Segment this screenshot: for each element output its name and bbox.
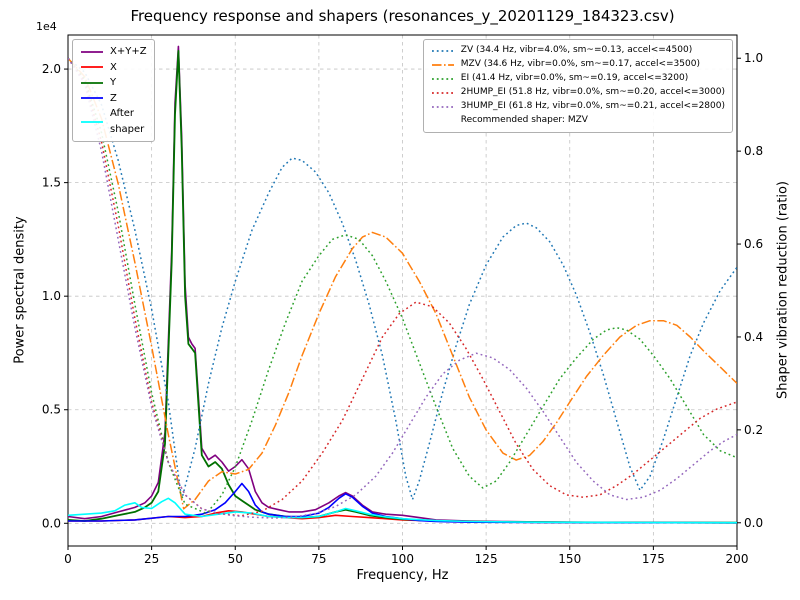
legend-label: ZV (34.4 Hz, vibr=4.0%, sm~=0.13, accel<… (460, 45, 693, 55)
left-axis-label: Power spectral density (12, 216, 28, 364)
legend-line-swatch (80, 93, 104, 103)
legend-line-swatch (431, 74, 455, 84)
legend-entry-3hump-ei: 3HUMP_EI (61.8 Hz, vibr=0.0%, sm~=0.21, … (431, 100, 725, 114)
legend-label: Z (110, 92, 117, 104)
legend-label: After shaper (110, 108, 145, 135)
series-3hump-ei (68, 57, 737, 519)
legend-label: Y (110, 77, 117, 88)
legend-label: MZV (34.6 Hz, vibr=0.0%, sm~=0.17, accel… (460, 58, 700, 69)
legend-entry-mzv: MZV (34.6 Hz, vibr=0.0%, sm~=0.17, accel… (431, 58, 725, 72)
legend-line-swatch (431, 88, 455, 98)
axes-frame (67, 34, 738, 547)
legend-line-swatch (80, 47, 104, 57)
x-tick-label: 100 (391, 552, 414, 566)
right-y-tick-label: 0.6 (744, 237, 763, 251)
x-tick-label: 125 (475, 552, 498, 566)
x-tick-label: 0 (64, 552, 72, 566)
legend-entry-after-shaper: After shaper (80, 106, 147, 137)
left-y-tick-label: 2.0 (42, 62, 61, 76)
left-y-tick-label: 0.5 (42, 403, 61, 417)
legend-label: X+Y+Z (110, 46, 147, 57)
right-y-tick-label: 0.0 (744, 516, 763, 530)
series-after-shaper (68, 497, 737, 524)
x-tick-label: 25 (144, 552, 159, 566)
right-y-tick-label: 1.0 (744, 51, 763, 65)
legend-entry-x: X (80, 60, 147, 76)
psd-legend: X+Y+Z X Y Z After shaper (72, 39, 155, 142)
right-y-tick-label: 0.8 (744, 144, 763, 158)
legend-line-swatch (431, 60, 455, 70)
legend-line-swatch (431, 102, 455, 112)
right-y-tick-label: 0.2 (744, 423, 763, 437)
legend-entry-z: Z (80, 91, 147, 107)
left-y-tick-label: 1.5 (42, 176, 61, 190)
legend-label: 2HUMP_EI (51.8 Hz, vibr=0.0%, sm~=0.20, … (460, 86, 725, 97)
x-tick-label: 50 (228, 552, 243, 566)
x-tick-label: 175 (642, 552, 665, 566)
x-tick-label: 150 (558, 552, 581, 566)
x-tick-label: 200 (726, 552, 749, 566)
left-axis-offset-text: 1e4 (36, 20, 57, 33)
legend-line-swatch (80, 117, 104, 127)
recommendation-text: Recommended shaper: MZV (460, 114, 588, 125)
legend-empty-swatch (431, 116, 455, 126)
legend-label: 3HUMP_EI (61.8 Hz, vibr=0.0%, sm~=0.21, … (460, 100, 725, 111)
chart-title: Frequency response and shapers (resonanc… (130, 7, 675, 25)
legend-entry-ei: EI (41.4 Hz, vibr=0.0%, sm~=0.19, accel<… (431, 72, 725, 86)
right-axis-label: Shaper vibration reduction (ratio) (775, 181, 791, 399)
legend-line-swatch (431, 46, 455, 56)
legend-entry-y: Y (80, 75, 147, 91)
shaper-legend: ZV (34.4 Hz, vibr=4.0%, sm~=0.13, accel<… (422, 39, 733, 133)
x-tick-label: 75 (311, 552, 326, 566)
legend-recommendation: Recommended shaper: MZV (431, 114, 725, 128)
series-z (68, 482, 737, 524)
left-y-tick-label: 0.0 (42, 516, 61, 530)
x-axis-label: Frequency, Hz (356, 568, 449, 583)
right-y-tick-label: 0.4 (744, 330, 763, 344)
legend-label: X (110, 61, 117, 73)
legend-label: EI (41.4 Hz, vibr=0.0%, sm~=0.19, accel<… (460, 72, 689, 83)
legend-line-swatch (80, 62, 104, 72)
legend-line-swatch (80, 78, 104, 88)
left-y-tick-label: 1.0 (42, 289, 61, 303)
series-mzv (68, 57, 737, 510)
legend-entry-zv: ZV (34.4 Hz, vibr=4.0%, sm~=0.13, accel<… (431, 44, 725, 58)
legend-entry-2hump-ei: 2HUMP_EI (51.8 Hz, vibr=0.0%, sm~=0.20, … (431, 86, 725, 100)
series-group (68, 45, 737, 524)
legend-entry-xyz: X+Y+Z (80, 44, 147, 60)
